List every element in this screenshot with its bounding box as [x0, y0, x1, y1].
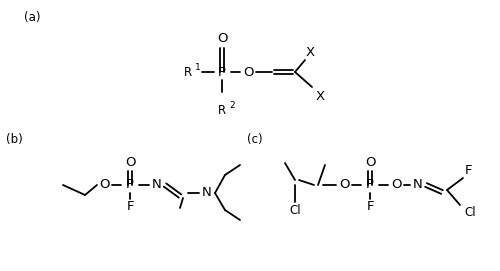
Text: O: O [217, 31, 227, 44]
Text: 1: 1 [195, 63, 201, 72]
Text: P: P [126, 179, 134, 192]
Text: O: O [391, 179, 401, 192]
Text: O: O [125, 156, 135, 169]
Text: F: F [126, 201, 134, 214]
Text: F: F [366, 201, 374, 214]
Text: O: O [339, 179, 349, 192]
Text: O: O [243, 66, 254, 79]
Text: P: P [366, 179, 374, 192]
Text: N: N [202, 186, 212, 199]
Text: F: F [464, 163, 472, 176]
Text: (c): (c) [247, 134, 263, 147]
Text: 2: 2 [229, 101, 234, 109]
Text: (b): (b) [6, 134, 22, 147]
Text: Cl: Cl [464, 207, 476, 220]
Text: N: N [152, 179, 162, 192]
Text: R: R [184, 66, 192, 79]
Text: X: X [306, 46, 314, 59]
Text: O: O [365, 156, 375, 169]
Text: R: R [218, 104, 226, 117]
Text: O: O [99, 179, 109, 192]
Text: (a): (a) [24, 11, 40, 24]
Text: N: N [413, 179, 423, 192]
Text: X: X [316, 91, 324, 104]
Text: P: P [218, 66, 226, 79]
Text: Cl: Cl [289, 204, 301, 217]
